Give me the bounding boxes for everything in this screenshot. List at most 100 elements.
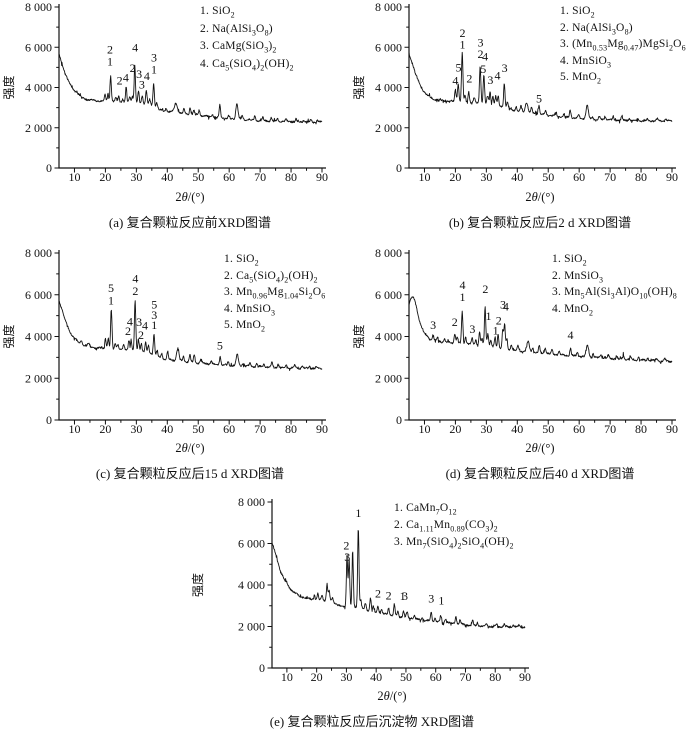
peak-label: 1 <box>486 309 492 323</box>
caption-panel-b: (b) 复合颗粒反应后2 d XRD图谱 <box>448 215 632 230</box>
caption-panel-d: (d) 复合颗粒反应后40 d XRD图谱 <box>445 466 635 481</box>
peak-label: 1 <box>460 37 466 51</box>
y-axis-tick-label: 6 000 <box>25 40 52 54</box>
peak-label: 4 <box>144 69 150 83</box>
peak-label: 4 <box>123 71 129 85</box>
peak-label: 3 <box>469 322 475 336</box>
peak-label: 3 <box>151 50 157 64</box>
xrd-panel-d: 10 20 30 40 50 60 70 80 90 0 2 000 4 000 6 000 8 000 2… <box>350 240 700 481</box>
legend-item: 2. Na(AlSi3O8) <box>200 22 273 37</box>
xrd-panel-a: 10 20 30 40 50 60 70 80 90 0 2 000 4 000 6 000 8 000 2… <box>0 0 350 235</box>
legend: 1. SiO2 2. MnSiO3 3. Mn5Al(Si3Al)O10(OH)8 4… <box>552 251 677 317</box>
y-axis-title: 强度 <box>190 573 205 597</box>
peak-label: 5 <box>108 281 114 295</box>
x-axis-tick-label: 90 <box>519 670 531 684</box>
x-axis-tick-label: 50 <box>542 422 554 436</box>
legend: 1. SiO2 2. Na(AlSi3O8) 3. (Mn0.53Mg0.47)Mg… <box>560 3 686 86</box>
x-axis-tick-label: 70 <box>604 170 616 184</box>
peak-label: 3 <box>430 318 436 332</box>
peak-label: 2 <box>386 588 392 602</box>
legend-item: 3. CaMg(SiO3)2 <box>200 40 277 55</box>
peak-label: 3 <box>477 35 483 49</box>
legend-item: 2. Na(AlSi3O8) <box>560 21 633 36</box>
peak-label: 1 <box>107 55 113 69</box>
y-axis-tick-label: 0 <box>259 661 265 675</box>
x-axis-tick-label: 10 <box>418 422 430 436</box>
legend-item: 4. Ca5(SiO4)2(OH)2 <box>200 57 294 72</box>
peak-label: 2 <box>132 284 138 298</box>
x-axis-tick-label: 60 <box>430 670 442 684</box>
x-axis-title: 2θ/(°) <box>525 190 554 204</box>
peak-label: 4 <box>482 49 488 63</box>
x-axis-tick-label: 60 <box>573 170 585 184</box>
peak-label: 2 <box>117 74 123 88</box>
x-axis-tick-label: 70 <box>604 422 616 436</box>
x-axis-tick-label: 80 <box>285 170 297 184</box>
x-axis-title: 2θ/(°) <box>175 190 204 204</box>
y-axis-title: 强度 <box>1 324 16 348</box>
y-axis-title: 强度 <box>351 75 366 99</box>
x-axis-tick-label: 40 <box>511 170 523 184</box>
peak-label: 4 <box>132 272 138 286</box>
x-axis-tick-label: 50 <box>192 422 204 436</box>
legend-item: 1. SiO2 <box>560 5 595 20</box>
legend-item: 3. Mn7(SiO4)2SiO4(OH)2 <box>394 536 514 551</box>
peak-label: 3 <box>487 73 493 87</box>
x-axis-tick-label: 50 <box>400 670 412 684</box>
legend-item: 2. MnSiO3 <box>552 269 604 284</box>
y-axis-title: 强度 <box>351 324 366 348</box>
y-axis-tick-label: 6 000 <box>25 288 52 302</box>
y-axis-tick-label: 6 000 <box>238 537 265 551</box>
legend-item: 4. MnSiO3 <box>224 302 276 317</box>
legend-item: 4. MnO2 <box>552 302 594 317</box>
peak-label: 2 <box>452 315 458 329</box>
x-axis-tick-label: 80 <box>635 422 647 436</box>
peak-label: 3 <box>500 298 506 312</box>
peak-label: 4 <box>568 328 574 342</box>
x-axis-tick-label: 10 <box>281 670 293 684</box>
y-axis-tick-label: 4 000 <box>375 330 402 344</box>
peak-label: 3 <box>502 61 508 75</box>
x-axis-tick-label: 10 <box>68 422 80 436</box>
peak-label: 1 <box>151 62 157 76</box>
y-axis-tick-label: 8 000 <box>375 0 402 14</box>
xrd-trace <box>408 51 673 124</box>
peak-label: 2 <box>460 26 466 40</box>
x-axis-tick-label: 10 <box>68 170 80 184</box>
y-axis-tick-label: 4 000 <box>375 81 402 95</box>
x-axis-tick-label: 40 <box>370 670 382 684</box>
xrd-panel-c: 10 20 30 40 50 60 70 80 90 0 2 000 4 000 6 000 8 000 2… <box>0 240 350 481</box>
peak-label: 5 <box>480 62 486 76</box>
peak-label: 2 <box>482 282 488 296</box>
caption-panel-e: (e) 复合颗粒反应后沉淀物 XRD图谱 <box>269 714 475 729</box>
legend-item: 1. SiO2 <box>224 253 259 268</box>
peak-label: 3 <box>151 308 157 322</box>
x-axis-tick-label: 60 <box>573 422 585 436</box>
x-axis-tick-label: 40 <box>511 422 523 436</box>
x-axis-tick-label: 90 <box>316 170 328 184</box>
y-axis-tick-label: 4 000 <box>25 81 52 95</box>
xrd-plot-c: 10 20 30 40 50 60 70 80 90 0 2 000 4 000 6 000 8 000 2… <box>1 246 328 455</box>
peak-label: 2 <box>466 72 472 86</box>
peak-label: 3 <box>139 77 145 91</box>
xrd-plot-b: 10 20 30 40 50 60 70 80 90 0 2 000 4 000 6 000 8 000 2… <box>351 0 678 204</box>
xrd-trace <box>58 53 323 125</box>
x-axis-tick-label: 20 <box>311 670 323 684</box>
legend-item: 4. MnSiO3 <box>560 54 612 69</box>
y-axis-tick-label: 0 <box>46 161 52 175</box>
peak-label: 5 <box>217 338 223 352</box>
y-axis-title: 强度 <box>1 75 16 99</box>
y-axis-tick-label: 2 000 <box>375 371 402 385</box>
peak-label: 1 <box>108 293 114 307</box>
x-axis-tick-label: 30 <box>130 170 142 184</box>
x-axis-title: 2θ/(°) <box>377 689 406 703</box>
x-axis-tick-label: 40 <box>161 422 173 436</box>
x-axis-tick-label: 20 <box>449 422 461 436</box>
x-axis-tick-label: 30 <box>340 670 352 684</box>
xrd-trace <box>271 529 526 629</box>
x-axis-tick-label: 80 <box>285 422 297 436</box>
peak-label: 3 <box>402 589 408 603</box>
y-axis-tick-label: 4 000 <box>238 578 265 592</box>
xrd-panel-e: 10 20 30 40 50 60 70 80 90 0 2 000 4 000 6 000 8 000 2… <box>0 480 700 731</box>
